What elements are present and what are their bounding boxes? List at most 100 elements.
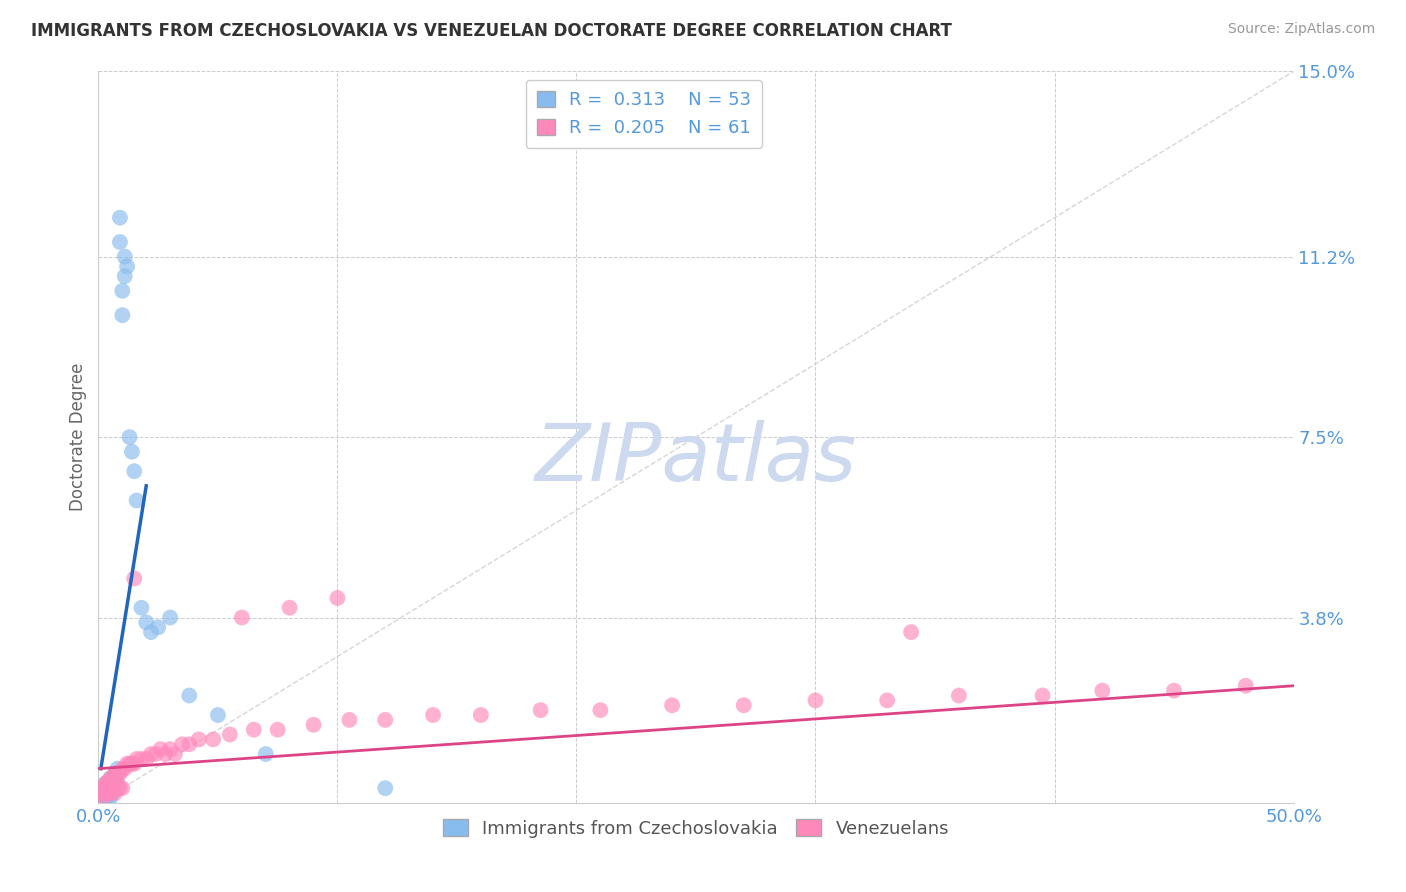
Point bbox=[111, 284, 134, 298]
Point bbox=[900, 625, 922, 640]
Point bbox=[114, 762, 136, 776]
Point bbox=[91, 781, 114, 796]
Point bbox=[145, 747, 167, 761]
Point bbox=[94, 786, 117, 800]
Point bbox=[1032, 689, 1054, 703]
Point bbox=[326, 591, 349, 605]
Point bbox=[254, 747, 277, 761]
Point bbox=[243, 723, 266, 737]
Point bbox=[104, 766, 127, 780]
Point bbox=[1163, 683, 1185, 698]
Point bbox=[179, 737, 201, 751]
Point bbox=[131, 752, 153, 766]
Point bbox=[91, 786, 114, 800]
Point bbox=[98, 786, 122, 800]
Point bbox=[118, 430, 141, 444]
Legend: Immigrants from Czechoslovakia, Venezuelans: Immigrants from Czechoslovakia, Venezuel… bbox=[436, 813, 956, 845]
Point bbox=[98, 772, 122, 786]
Point bbox=[202, 732, 225, 747]
Point bbox=[187, 732, 209, 747]
Text: IMMIGRANTS FROM CZECHOSLOVAKIA VS VENEZUELAN DOCTORATE DEGREE CORRELATION CHART: IMMIGRANTS FROM CZECHOSLOVAKIA VS VENEZU… bbox=[31, 22, 952, 40]
Point bbox=[148, 620, 170, 634]
Point bbox=[94, 776, 117, 790]
Point bbox=[179, 689, 201, 703]
Point bbox=[219, 727, 242, 741]
Point bbox=[107, 766, 129, 780]
Point bbox=[231, 610, 253, 624]
Point bbox=[163, 747, 186, 761]
Point bbox=[90, 786, 112, 800]
Point bbox=[104, 781, 127, 796]
Point bbox=[121, 756, 143, 771]
Point bbox=[97, 786, 120, 800]
Point bbox=[94, 776, 117, 790]
Text: Source: ZipAtlas.com: Source: ZipAtlas.com bbox=[1227, 22, 1375, 37]
Point bbox=[97, 781, 120, 796]
Point bbox=[98, 781, 122, 796]
Point bbox=[104, 766, 127, 780]
Point bbox=[97, 781, 120, 796]
Point bbox=[111, 762, 134, 776]
Point bbox=[94, 786, 117, 800]
Point bbox=[267, 723, 290, 737]
Point bbox=[470, 708, 492, 723]
Point bbox=[104, 786, 127, 800]
Point bbox=[94, 791, 117, 805]
Point bbox=[97, 791, 120, 805]
Point bbox=[104, 776, 127, 790]
Point bbox=[339, 713, 361, 727]
Point bbox=[422, 708, 444, 723]
Point bbox=[108, 211, 131, 225]
Point bbox=[115, 756, 138, 771]
Point bbox=[101, 772, 124, 786]
Point bbox=[589, 703, 612, 717]
Point bbox=[1234, 679, 1257, 693]
Text: ZIPatlas: ZIPatlas bbox=[534, 420, 858, 498]
Point bbox=[101, 781, 124, 796]
Point bbox=[135, 752, 157, 766]
Point bbox=[172, 737, 194, 751]
Point bbox=[98, 786, 122, 800]
Point bbox=[94, 786, 117, 800]
Point bbox=[149, 742, 172, 756]
Point bbox=[101, 786, 124, 800]
Point bbox=[97, 776, 120, 790]
Point bbox=[90, 786, 112, 800]
Point bbox=[124, 572, 146, 586]
Point bbox=[107, 781, 129, 796]
Point bbox=[101, 776, 124, 790]
Point bbox=[278, 600, 301, 615]
Point bbox=[876, 693, 898, 707]
Point bbox=[97, 786, 120, 800]
Point bbox=[124, 756, 146, 771]
Point bbox=[159, 610, 181, 624]
Point bbox=[107, 762, 129, 776]
Point bbox=[108, 235, 131, 249]
Point bbox=[121, 444, 143, 458]
Point bbox=[98, 791, 122, 805]
Point bbox=[159, 742, 181, 756]
Point bbox=[90, 791, 112, 805]
Point bbox=[374, 781, 396, 796]
Point bbox=[118, 756, 141, 771]
Point bbox=[91, 791, 114, 805]
Y-axis label: Doctorate Degree: Doctorate Degree bbox=[69, 363, 87, 511]
Point bbox=[155, 747, 177, 761]
Point bbox=[111, 308, 134, 322]
Point bbox=[111, 781, 134, 796]
Point bbox=[101, 772, 124, 786]
Point bbox=[115, 260, 138, 274]
Point bbox=[125, 493, 148, 508]
Point bbox=[91, 781, 114, 796]
Point bbox=[804, 693, 827, 707]
Point bbox=[1091, 683, 1114, 698]
Point bbox=[530, 703, 553, 717]
Point bbox=[948, 689, 970, 703]
Point bbox=[139, 747, 162, 761]
Point bbox=[107, 776, 129, 790]
Point bbox=[98, 776, 122, 790]
Point bbox=[108, 781, 131, 796]
Point bbox=[98, 781, 122, 796]
Point bbox=[139, 625, 162, 640]
Point bbox=[302, 718, 325, 732]
